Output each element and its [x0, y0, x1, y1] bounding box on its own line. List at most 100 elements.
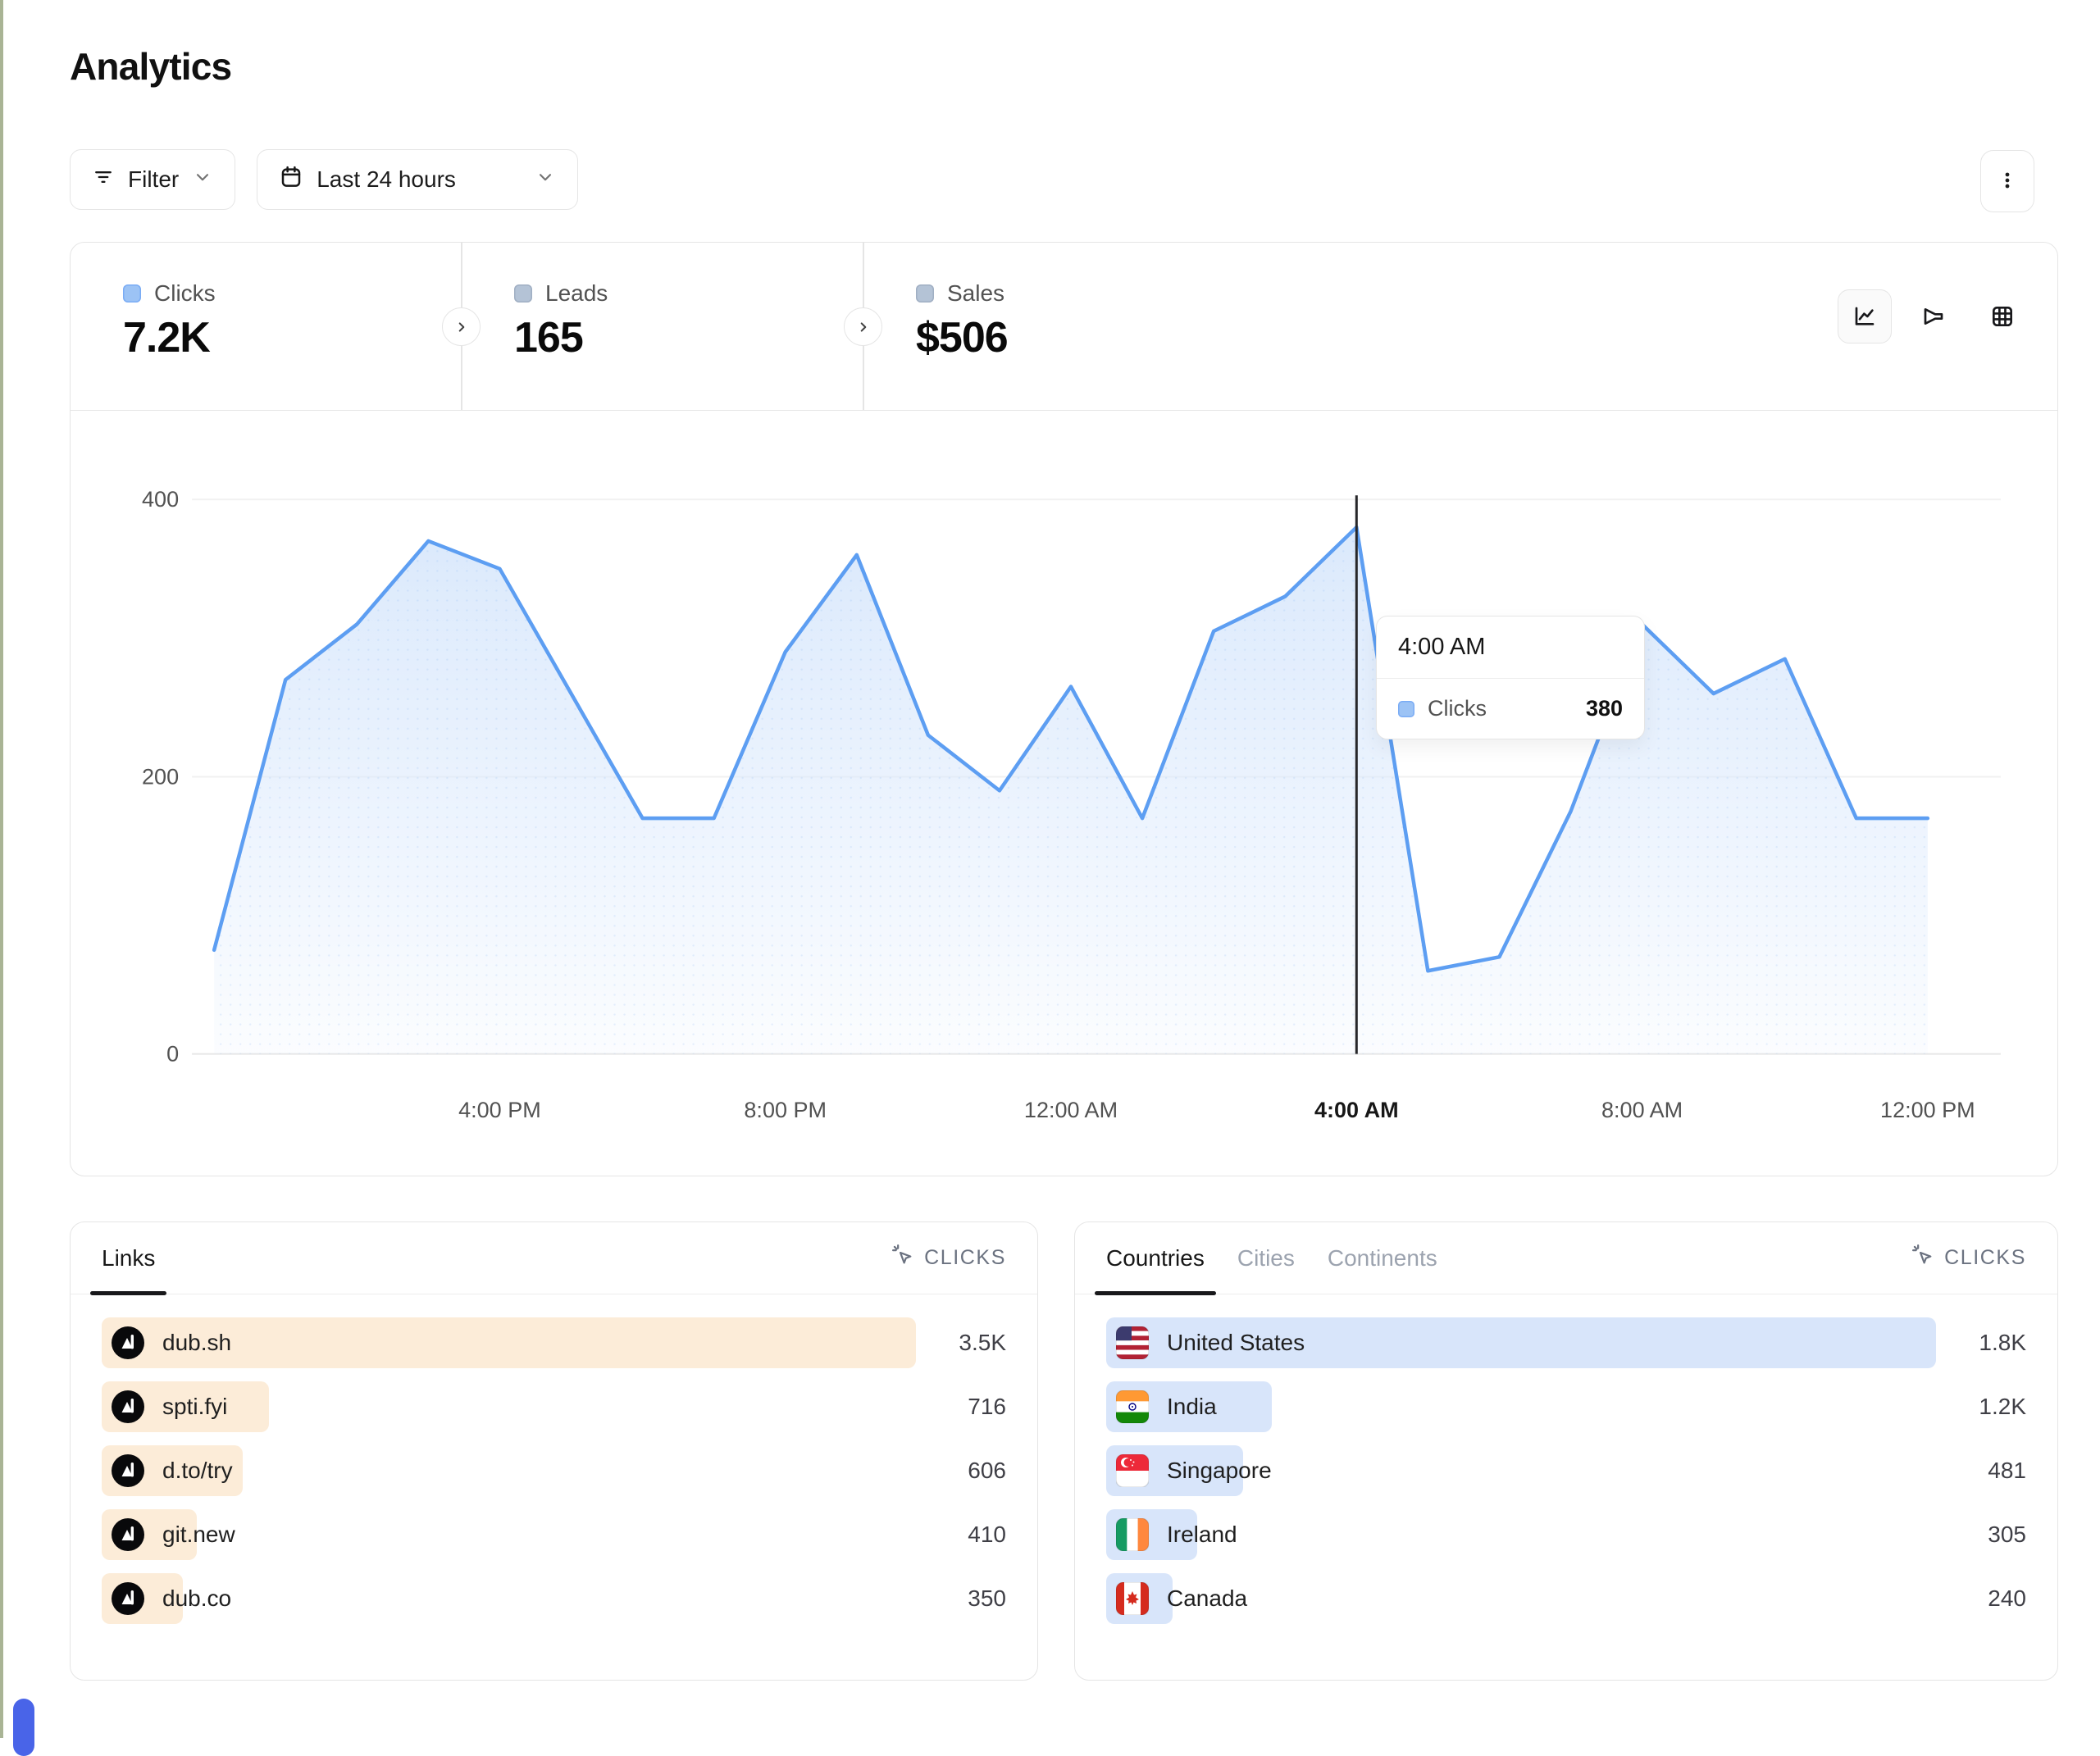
svg-text:8:00 PM: 8:00 PM — [744, 1098, 827, 1122]
sales-legend-swatch — [916, 284, 934, 303]
chevron-down-icon — [192, 166, 213, 193]
clicks-chart[interactable]: 0 200 400 4:00 PM 8:00 PM 12:00 AM 4:00 AM 8:00… — [71, 411, 2057, 1176]
tooltip-time: 4:00 AM — [1377, 616, 1644, 679]
grid-icon — [1993, 307, 2012, 326]
link-label: git.new — [162, 1522, 235, 1547]
link-label: dub.sh — [162, 1330, 232, 1355]
link-value: 716 — [968, 1394, 1006, 1419]
bar-track — [1106, 1317, 1936, 1368]
flag-us-icon — [1116, 1326, 1149, 1359]
countries-panel: Countries Cities Continents CLICKS Unite… — [1074, 1221, 2058, 1681]
stats-row: Clicks 7.2K Leads 165 Sales $506 — [71, 243, 2057, 411]
funnel-icon — [1924, 308, 1943, 325]
countries-metric-label: CLICKS — [1944, 1246, 2026, 1269]
tooltip-series-swatch — [1398, 700, 1414, 717]
tab-links[interactable]: Links — [90, 1222, 167, 1295]
clicks-legend-swatch — [123, 284, 141, 303]
link-bar — [102, 1317, 916, 1368]
toolbar: Filter Last 24 hours — [70, 149, 579, 210]
expand-metric-button[interactable] — [442, 307, 481, 346]
chart-tooltip: 4:00 AM Clicks 380 — [1376, 616, 1645, 739]
calendar-icon — [279, 165, 303, 195]
tab-continents[interactable]: Continents — [1327, 1244, 1437, 1271]
cursor-click-icon — [1911, 1244, 1934, 1272]
filter-label: Filter — [128, 166, 180, 192]
country-row[interactable]: United States 1.8K — [1106, 1317, 2026, 1368]
link-row[interactable]: git.new 410 — [102, 1509, 1006, 1560]
line-chart-view-button[interactable] — [1838, 289, 1892, 343]
expand-metric-button[interactable] — [844, 307, 882, 346]
dub-logo-icon — [112, 1326, 144, 1359]
page-title: Analytics — [70, 45, 232, 88]
chart-type-toggle — [1838, 289, 2029, 343]
more-options-button[interactable] — [1980, 150, 2034, 212]
country-bar — [1106, 1317, 1936, 1368]
country-value: 305 — [1988, 1522, 2026, 1547]
tooltip-series-value: 380 — [1585, 696, 1623, 721]
svg-text:4:00 AM: 4:00 AM — [1314, 1098, 1399, 1122]
link-row[interactable]: d.to/try 606 — [102, 1445, 1006, 1496]
svg-text:0: 0 — [166, 1042, 179, 1067]
window-edge-strip — [0, 0, 3, 1738]
country-value: 240 — [1988, 1585, 2026, 1611]
table-view-button[interactable] — [1975, 289, 2029, 343]
links-list: dub.sh 3.5K spti.fyi 716 — [71, 1294, 1037, 1624]
chevron-right-icon — [458, 321, 464, 332]
svg-text:200: 200 — [142, 764, 179, 789]
country-row[interactable]: Ireland 305 — [1106, 1509, 2026, 1560]
dub-logo-icon — [112, 1518, 144, 1551]
country-value: 1.8K — [1979, 1330, 2026, 1355]
link-value: 350 — [968, 1585, 1006, 1611]
svg-text:12:00 AM: 12:00 AM — [1024, 1098, 1118, 1122]
tab-countries[interactable]: Countries — [1095, 1222, 1216, 1295]
chevron-down-icon — [535, 166, 556, 193]
link-label: spti.fyi — [162, 1394, 228, 1419]
country-label: Canada — [1167, 1585, 1248, 1611]
leads-value: 165 — [514, 314, 584, 362]
tooltip-series-name: Clicks — [1428, 696, 1487, 721]
tab-clicks[interactable]: Clicks 7.2K — [71, 243, 461, 410]
analytics-card: Clicks 7.2K Leads 165 Sales $506 — [70, 242, 2058, 1176]
leads-label: Leads — [545, 280, 608, 306]
link-row[interactable]: dub.co 350 — [102, 1573, 1006, 1624]
country-label: Singapore — [1167, 1458, 1272, 1483]
link-value: 606 — [968, 1458, 1006, 1483]
link-row[interactable]: spti.fyi 716 — [102, 1381, 1006, 1432]
svg-text:4:00 PM: 4:00 PM — [458, 1098, 541, 1122]
svg-text:400: 400 — [142, 487, 179, 512]
links-metric-label: CLICKS — [924, 1246, 1006, 1269]
countries-metric-selector[interactable]: CLICKS — [1911, 1244, 2026, 1272]
links-panel: Links CLICKS dub.sh 3.5K — [70, 1221, 1038, 1681]
dub-logo-icon — [112, 1454, 144, 1487]
flag-ca-icon — [1116, 1582, 1149, 1615]
leads-legend-swatch — [514, 284, 532, 303]
dub-logo-icon — [112, 1582, 144, 1615]
tab-sales[interactable]: Sales $506 — [863, 243, 1290, 410]
link-value: 410 — [968, 1522, 1006, 1547]
tab-cities[interactable]: Cities — [1237, 1244, 1295, 1271]
dub-logo-icon — [112, 1390, 144, 1423]
bar-track — [102, 1317, 916, 1368]
country-row[interactable]: Canada 240 — [1106, 1573, 2026, 1624]
date-range-label: Last 24 hours — [317, 166, 456, 192]
tab-leads[interactable]: Leads 165 — [462, 243, 863, 410]
country-row[interactable]: India 1.2K — [1106, 1381, 2026, 1432]
flag-sg-icon — [1116, 1454, 1149, 1487]
bar-track — [1106, 1381, 1936, 1432]
link-row[interactable]: dub.sh 3.5K — [102, 1317, 1006, 1368]
funnel-view-button[interactable] — [1906, 289, 1961, 343]
countries-panel-header: Countries Cities Continents CLICKS — [1075, 1222, 2057, 1295]
link-label: dub.co — [162, 1585, 232, 1611]
filter-button[interactable]: Filter — [70, 149, 236, 210]
chevron-right-icon — [860, 321, 866, 332]
cursor-click-icon — [891, 1244, 914, 1272]
country-label: Ireland — [1167, 1522, 1237, 1547]
links-metric-selector[interactable]: CLICKS — [891, 1244, 1006, 1272]
clicks-label: Clicks — [154, 280, 216, 306]
country-value: 481 — [1988, 1458, 2026, 1483]
country-row[interactable]: Singapore 481 — [1106, 1445, 2026, 1496]
sales-label: Sales — [947, 280, 1005, 306]
link-label: d.to/try — [162, 1458, 233, 1483]
flag-in-icon — [1116, 1390, 1149, 1423]
date-range-button[interactable]: Last 24 hours — [257, 149, 579, 210]
